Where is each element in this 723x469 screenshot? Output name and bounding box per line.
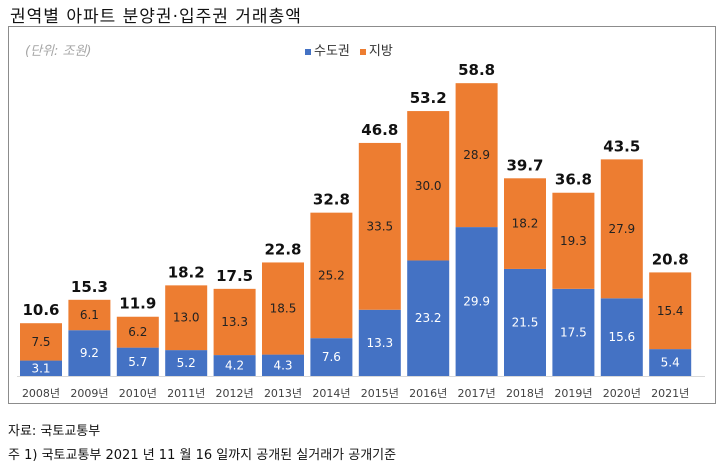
x-tick-label: 2017년 [458, 387, 496, 400]
bar-segment-regional [310, 212, 353, 339]
data-label: 15.6 [608, 330, 635, 344]
total-label: 11.9 [119, 295, 156, 313]
bar-segment-capital [116, 347, 159, 376]
total-label: 20.8 [652, 250, 689, 268]
data-label: 21.5 [512, 315, 539, 329]
page-title: 권역별 아파트 분양권·입주권 거래총액 [10, 7, 302, 27]
bar-segment-capital [600, 298, 643, 376]
bar-segment-capital [504, 268, 546, 376]
bar-segment-regional [600, 159, 643, 299]
legend-label-capital: 수도권 [314, 44, 350, 59]
x-tick-label: 2018년 [506, 387, 544, 400]
total-label: 17.5 [216, 267, 253, 285]
total-label: 58.8 [458, 61, 495, 79]
data-label: 27.9 [608, 222, 635, 236]
bar-segment-capital [552, 288, 595, 376]
source-text: 자료: 국토교통부 [8, 424, 101, 439]
total-label: 32.8 [313, 191, 350, 209]
bar-segment-capital [310, 338, 353, 376]
bar-segment-regional [68, 299, 111, 331]
total-label: 39.7 [506, 156, 543, 174]
bar-segment-regional [407, 111, 450, 261]
data-label: 23.2 [415, 311, 442, 325]
total-label: 46.8 [361, 121, 398, 139]
data-label: 6.1 [80, 308, 99, 322]
data-label: 9.2 [80, 346, 99, 360]
bar-segment-regional [116, 316, 159, 348]
bar-segment-capital [68, 330, 111, 376]
x-tick-label: 2009년 [70, 387, 108, 400]
total-label: 18.2 [168, 263, 205, 281]
bar-segment-regional [552, 192, 595, 289]
legend-swatch-regional [359, 48, 366, 55]
bar-segment-regional [213, 288, 256, 356]
unit-label: (단위: 조원) [25, 44, 92, 59]
x-tick-label: 2015년 [361, 387, 399, 400]
data-label: 5.2 [177, 356, 196, 370]
x-tick-label: 2019년 [554, 387, 592, 400]
bar-segment-capital [213, 355, 256, 376]
data-label: 19.3 [560, 234, 587, 248]
chart-frame [8, 26, 716, 404]
total-label: 10.6 [22, 301, 59, 319]
total-label: 22.8 [264, 240, 301, 258]
total-label: 15.3 [71, 278, 108, 296]
bar-segment-regional [504, 178, 546, 269]
total-label: 53.2 [410, 89, 447, 107]
bar-segment-capital [649, 349, 692, 376]
legend-item-capital: 수도권 [305, 40, 350, 59]
total-label: 36.8 [555, 171, 592, 189]
bar-segment-regional [165, 285, 208, 351]
total-label: 43.5 [603, 137, 640, 155]
data-label: 4.2 [225, 359, 244, 373]
data-label: 6.2 [128, 325, 147, 339]
bar-segment-regional [455, 83, 498, 228]
footnote: 주 1) 국토교통부 2021 년 11 월 16 일까지 공개된 실거래가 공… [8, 448, 397, 463]
data-label: 4.3 [273, 358, 292, 372]
data-label: 5.4 [661, 356, 680, 370]
data-label: 30.0 [415, 179, 442, 193]
data-label: 5.7 [128, 355, 147, 369]
x-tick-label: 2012년 [216, 387, 254, 400]
bar-segment-capital [407, 260, 450, 376]
data-label: 18.2 [512, 217, 539, 231]
data-label: 17.5 [560, 325, 587, 339]
bar-segment-capital [262, 354, 304, 376]
x-tick-label: 2014년 [312, 387, 350, 400]
x-tick-label: 2013년 [264, 387, 302, 400]
bar-segment-regional [20, 323, 62, 361]
x-tick-label: 2016년 [409, 387, 447, 400]
bar-segment-capital [165, 350, 208, 376]
bar-segment-regional [262, 262, 304, 355]
bar-segment-capital [20, 360, 62, 376]
data-label: 13.3 [366, 336, 393, 350]
legend-label-regional: 지방 [368, 44, 393, 59]
legend: 수도권 지방 [305, 40, 393, 59]
data-label: 29.9 [463, 295, 490, 309]
data-label: 7.5 [31, 335, 50, 349]
bar-segment-capital [358, 309, 401, 376]
data-label: 13.3 [221, 315, 248, 329]
data-label: 13.0 [173, 311, 200, 325]
data-label: 3.1 [31, 361, 50, 375]
data-label: 15.4 [657, 304, 684, 318]
data-label: 25.2 [318, 268, 345, 282]
bar-segment-capital [455, 227, 498, 376]
data-label: 7.6 [322, 350, 341, 364]
bar-segment-regional [649, 272, 692, 350]
bar-segment-regional [358, 142, 401, 310]
x-tick-label: 2020년 [603, 387, 641, 400]
x-tick-label: 2010년 [119, 387, 157, 400]
data-label: 18.5 [270, 302, 297, 316]
x-tick-label: 2011년 [167, 387, 205, 400]
data-label: 33.5 [366, 219, 393, 233]
x-tick-label: 2021년 [651, 387, 689, 400]
legend-swatch-capital [305, 48, 311, 55]
x-tick-label: 2008년 [22, 387, 60, 400]
legend-item-regional: 지방 [359, 40, 393, 59]
data-label: 28.9 [463, 148, 490, 162]
